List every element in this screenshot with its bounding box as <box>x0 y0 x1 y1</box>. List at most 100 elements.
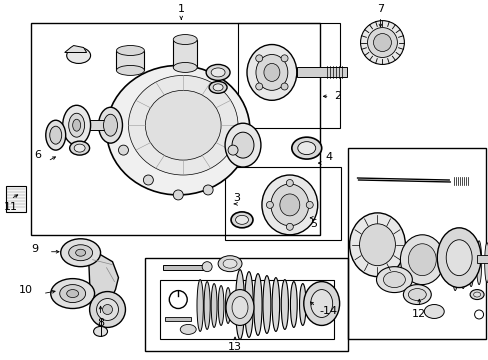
Bar <box>160 280 333 339</box>
Bar <box>145 258 347 351</box>
Ellipse shape <box>128 75 238 175</box>
Ellipse shape <box>349 213 405 276</box>
Ellipse shape <box>73 119 81 131</box>
Ellipse shape <box>290 282 297 328</box>
Bar <box>6 186 26 212</box>
Ellipse shape <box>223 259 237 268</box>
Ellipse shape <box>50 126 61 144</box>
Ellipse shape <box>310 289 332 318</box>
Text: 10: 10 <box>19 284 33 294</box>
Bar <box>165 318 191 321</box>
Text: 6: 6 <box>34 150 41 160</box>
Bar <box>347 148 485 339</box>
Ellipse shape <box>400 235 443 285</box>
Ellipse shape <box>235 215 248 224</box>
Ellipse shape <box>69 141 89 155</box>
Ellipse shape <box>61 239 101 267</box>
Ellipse shape <box>66 289 79 298</box>
Ellipse shape <box>281 280 288 329</box>
Ellipse shape <box>206 64 229 80</box>
Ellipse shape <box>66 48 90 63</box>
Ellipse shape <box>68 113 84 137</box>
Ellipse shape <box>62 105 90 145</box>
Ellipse shape <box>235 270 244 339</box>
Ellipse shape <box>264 63 279 81</box>
Ellipse shape <box>484 243 488 283</box>
Ellipse shape <box>246 45 296 100</box>
Text: 11: 11 <box>4 202 18 212</box>
Ellipse shape <box>225 289 253 325</box>
Ellipse shape <box>60 285 85 302</box>
Ellipse shape <box>376 267 411 293</box>
Ellipse shape <box>46 120 65 150</box>
Ellipse shape <box>303 282 339 325</box>
Text: 3: 3 <box>233 193 240 203</box>
Circle shape <box>286 223 293 230</box>
Ellipse shape <box>297 141 315 154</box>
Circle shape <box>96 298 118 320</box>
Bar <box>79 120 113 130</box>
Ellipse shape <box>218 285 224 325</box>
Polygon shape <box>64 45 86 53</box>
Text: 2: 2 <box>333 91 340 101</box>
Ellipse shape <box>68 245 92 261</box>
Text: -14: -14 <box>319 306 337 316</box>
Circle shape <box>373 33 390 51</box>
Circle shape <box>266 201 273 208</box>
Ellipse shape <box>436 228 480 288</box>
Ellipse shape <box>211 68 224 77</box>
Circle shape <box>281 83 287 90</box>
Ellipse shape <box>51 279 94 309</box>
Bar <box>476 255 488 263</box>
Ellipse shape <box>230 212 252 228</box>
Ellipse shape <box>244 272 253 337</box>
Ellipse shape <box>173 35 197 45</box>
Ellipse shape <box>468 239 473 287</box>
Ellipse shape <box>103 114 117 136</box>
Circle shape <box>286 180 293 186</box>
Bar <box>238 23 339 128</box>
Ellipse shape <box>209 81 226 93</box>
Ellipse shape <box>93 327 107 336</box>
Ellipse shape <box>446 240 471 276</box>
Circle shape <box>89 292 125 328</box>
Text: 5: 5 <box>309 219 317 229</box>
Ellipse shape <box>106 66 249 195</box>
Ellipse shape <box>145 90 221 160</box>
Ellipse shape <box>263 276 270 333</box>
Ellipse shape <box>253 274 262 336</box>
Ellipse shape <box>116 66 144 75</box>
Ellipse shape <box>403 285 430 305</box>
Ellipse shape <box>407 244 435 276</box>
Ellipse shape <box>383 272 405 288</box>
Bar <box>173 40 197 67</box>
Ellipse shape <box>451 235 457 291</box>
Text: 9: 9 <box>32 244 39 254</box>
Ellipse shape <box>299 284 305 325</box>
Circle shape <box>281 55 287 62</box>
Circle shape <box>255 83 262 90</box>
Text: 7: 7 <box>376 4 383 14</box>
Ellipse shape <box>271 278 279 332</box>
Ellipse shape <box>76 249 85 256</box>
Ellipse shape <box>211 284 217 328</box>
Circle shape <box>202 262 212 272</box>
Text: 12: 12 <box>411 310 426 319</box>
Circle shape <box>118 145 128 155</box>
Ellipse shape <box>173 62 197 72</box>
Polygon shape <box>88 255 118 307</box>
Ellipse shape <box>459 237 465 289</box>
Ellipse shape <box>99 107 122 143</box>
Bar <box>296 67 346 77</box>
Ellipse shape <box>469 289 483 300</box>
Ellipse shape <box>116 45 144 55</box>
Text: 1: 1 <box>177 4 184 14</box>
Ellipse shape <box>213 84 223 91</box>
Circle shape <box>102 305 112 315</box>
Ellipse shape <box>407 289 426 301</box>
Ellipse shape <box>232 132 253 158</box>
Circle shape <box>227 145 238 155</box>
Ellipse shape <box>255 54 287 90</box>
Ellipse shape <box>475 241 481 285</box>
Circle shape <box>143 175 153 185</box>
